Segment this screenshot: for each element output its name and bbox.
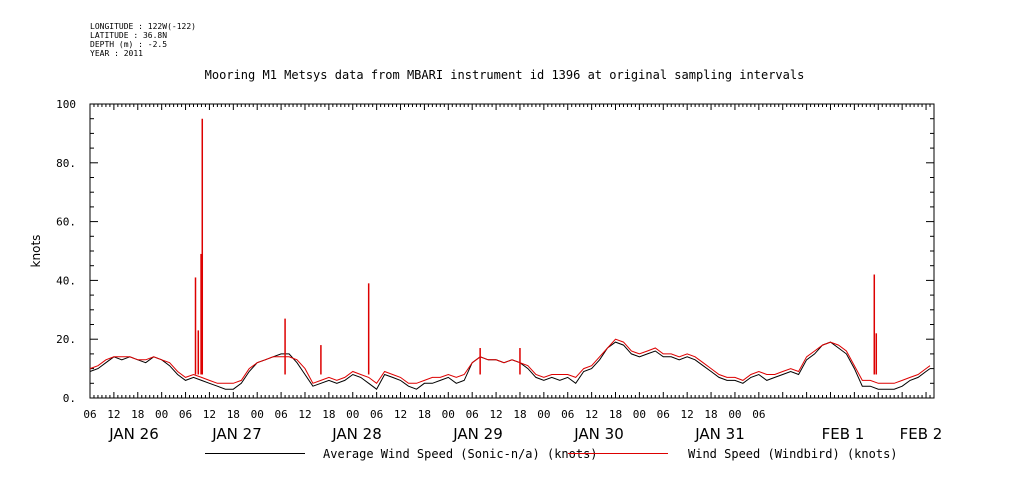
series-group [89,118,931,390]
x-hour-label: 06 [83,408,96,421]
x-hour-label: 06 [179,408,192,421]
y-tick-label: 40. [56,274,76,287]
depth-text: DEPTH (m) : -2.5 [90,40,168,49]
x-hour-label: 12 [203,408,216,421]
x-hour-label: 18 [513,408,526,421]
plot-frame [89,103,935,399]
legend-label-windbird: Wind Speed (Windbird) (knots) [688,447,898,461]
x-hour-label: 06 [657,408,670,421]
x-hour-label: 18 [418,408,431,421]
latitude-text: LATITUDE : 36.8N [90,31,168,40]
x-day-label: FEB 2 [900,425,943,443]
x-hour-label: 12 [681,408,694,421]
x-tick-labels: 06 12 18 00 06 12 18 00 06 12 18 00 06 12 18 00 06 12 18 00… [83,408,942,443]
y-tick-label: 80. [56,157,76,170]
x-day-label: JAN 30 [573,425,624,443]
axis-ticks [89,103,935,399]
x-hour-label: 06 [370,408,383,421]
x-day-label: JAN 26 [108,425,159,443]
x-day-label: JAN 29 [452,425,503,443]
x-hour-label: 12 [298,408,311,421]
x-day-label: JAN 31 [694,425,745,443]
y-axis-label: knots [29,235,43,268]
legend-label-sonic: Average Wind Speed (Sonic-n/a) (knots) [323,447,598,461]
chart-title: Mooring M1 Metsys data from MBARI instru… [204,68,805,82]
x-hour-label: 00 [251,408,264,421]
x-hour-label: 00 [728,408,741,421]
y-tick-label: 20. [56,333,76,346]
series-line-sonic [89,341,931,390]
y-tick-label: 100 [56,98,76,111]
x-hour-label: 12 [585,408,598,421]
x-hour-label: 18 [131,408,144,421]
x-hour-label: 18 [609,408,622,421]
x-hour-label: 00 [155,408,168,421]
x-hour-label: 00 [442,408,455,421]
x-hour-label: 00 [537,408,550,421]
legend-line-sonic [205,453,305,454]
x-hour-label: 00 [633,408,646,421]
longitude-text: LONGITUDE : 122W(-122) [90,22,196,31]
x-hour-label: 18 [704,408,717,421]
x-day-label: JAN 27 [211,425,262,443]
x-hour-label: 06 [466,408,479,421]
y-tick-label: 0. [63,392,76,405]
legend-line-windbird [568,453,668,454]
x-day-label: JAN 28 [331,425,382,443]
series-line-windbird [89,338,931,385]
x-hour-label: 06 [274,408,287,421]
x-hour-label: 06 [752,408,765,421]
x-day-label: FEB 1 [822,425,865,443]
y-tick-labels: 0. 20. 40. 60. 80. 100 [56,98,76,405]
metadata-block: LONGITUDE : 122W(-122) LATITUDE : 36.8N … [90,22,196,58]
x-hour-label: 12 [394,408,407,421]
x-hour-label: 12 [107,408,120,421]
year-text: YEAR : 2011 [90,49,143,58]
x-hour-label: 18 [227,408,240,421]
x-hour-label: 00 [346,408,359,421]
y-tick-label: 60. [56,216,76,229]
x-hour-label: 12 [489,408,502,421]
x-hour-label: 06 [561,408,574,421]
x-hour-label: 18 [322,408,335,421]
